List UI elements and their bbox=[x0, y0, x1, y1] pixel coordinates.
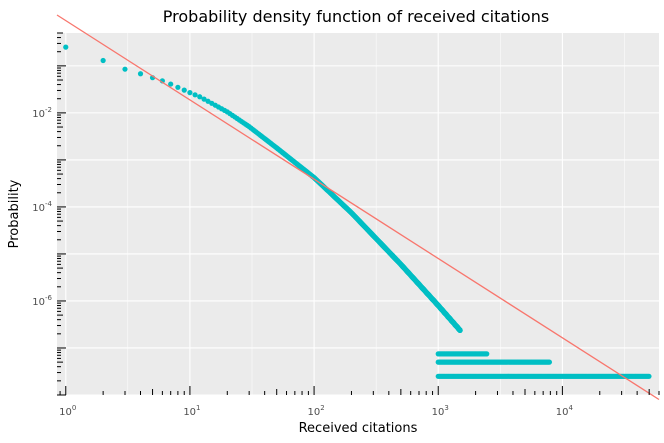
data-point bbox=[175, 84, 181, 90]
fit-line-group bbox=[56, 14, 660, 401]
data-point bbox=[63, 44, 69, 50]
data-point bbox=[100, 57, 106, 64]
data-point bbox=[201, 96, 207, 102]
data-point bbox=[646, 373, 652, 379]
x-axis-title: Received citations bbox=[299, 421, 418, 436]
chart-title: Probability density function of received… bbox=[163, 7, 549, 26]
y-tick-labels: 10-2 10-4 10-6 bbox=[32, 106, 52, 308]
x-tick-label: 103 bbox=[432, 404, 449, 418]
x-tick-labels: 100 101 102 103 104 bbox=[59, 404, 573, 418]
gridlines bbox=[57, 33, 659, 396]
x-tick-label: 100 bbox=[59, 404, 76, 418]
data-point bbox=[168, 81, 174, 87]
data-points bbox=[63, 44, 652, 379]
data-point bbox=[122, 66, 128, 72]
y-tick-label: 10-6 bbox=[32, 294, 52, 308]
log-tick-marks bbox=[57, 32, 660, 396]
data-point bbox=[197, 94, 203, 100]
data-point bbox=[192, 92, 198, 98]
plot-panel bbox=[57, 33, 659, 395]
y-tick-label: 10-2 bbox=[32, 106, 52, 120]
data-point bbox=[484, 351, 490, 357]
data-point bbox=[181, 87, 187, 93]
y-tick-label: 10-4 bbox=[32, 200, 52, 214]
x-tick-label: 104 bbox=[556, 404, 574, 418]
data-point bbox=[457, 327, 463, 333]
fit-line bbox=[56, 14, 660, 401]
data-point bbox=[546, 359, 553, 365]
y-axis-title: Probability bbox=[7, 179, 22, 248]
x-tick-label: 101 bbox=[183, 404, 200, 418]
x-tick-label: 102 bbox=[307, 404, 324, 418]
data-point bbox=[187, 90, 193, 96]
data-point bbox=[137, 71, 144, 77]
